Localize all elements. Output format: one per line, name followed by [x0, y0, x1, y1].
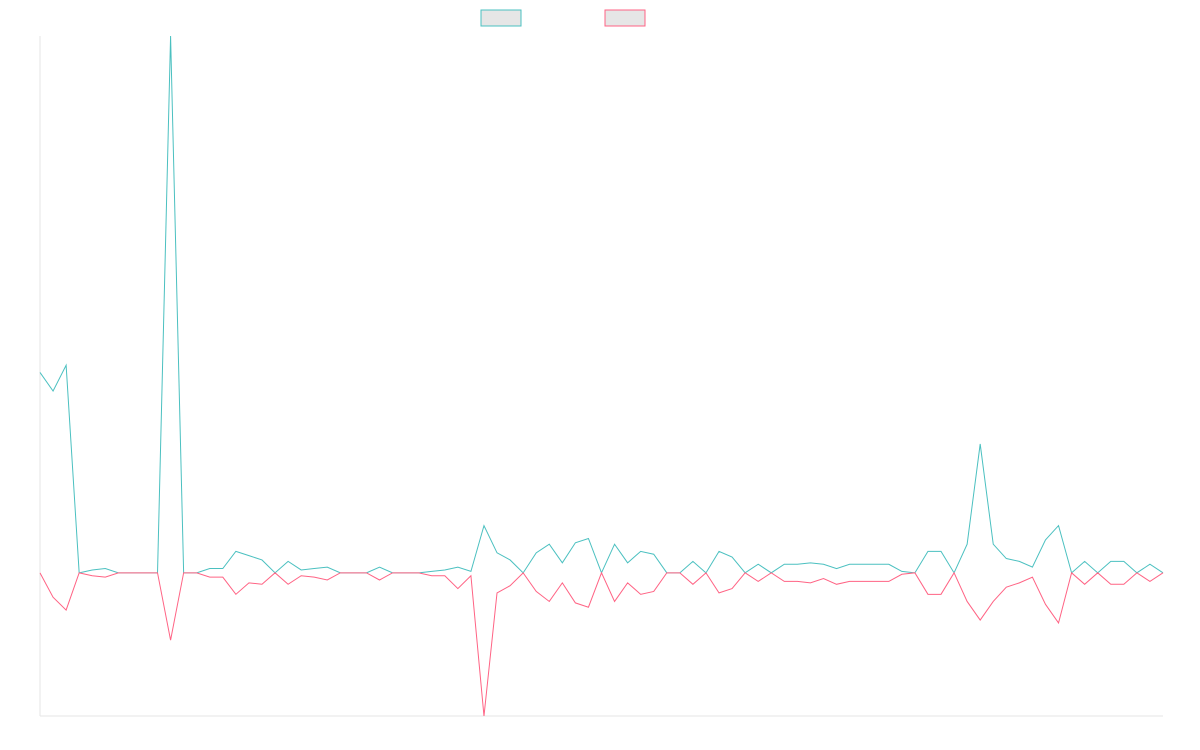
legend-swatch-1[interactable]	[480, 9, 522, 27]
legend-item-2[interactable]	[604, 9, 646, 27]
chart-series	[39, 35, 1164, 717]
series-line-1	[39, 35, 1164, 575]
legend-item-1[interactable]	[480, 9, 522, 27]
legend-swatch-2[interactable]	[604, 9, 646, 27]
series-line-2	[39, 571, 1164, 717]
chart-axes	[39, 36, 1163, 717]
chart-legend[interactable]	[480, 9, 646, 27]
